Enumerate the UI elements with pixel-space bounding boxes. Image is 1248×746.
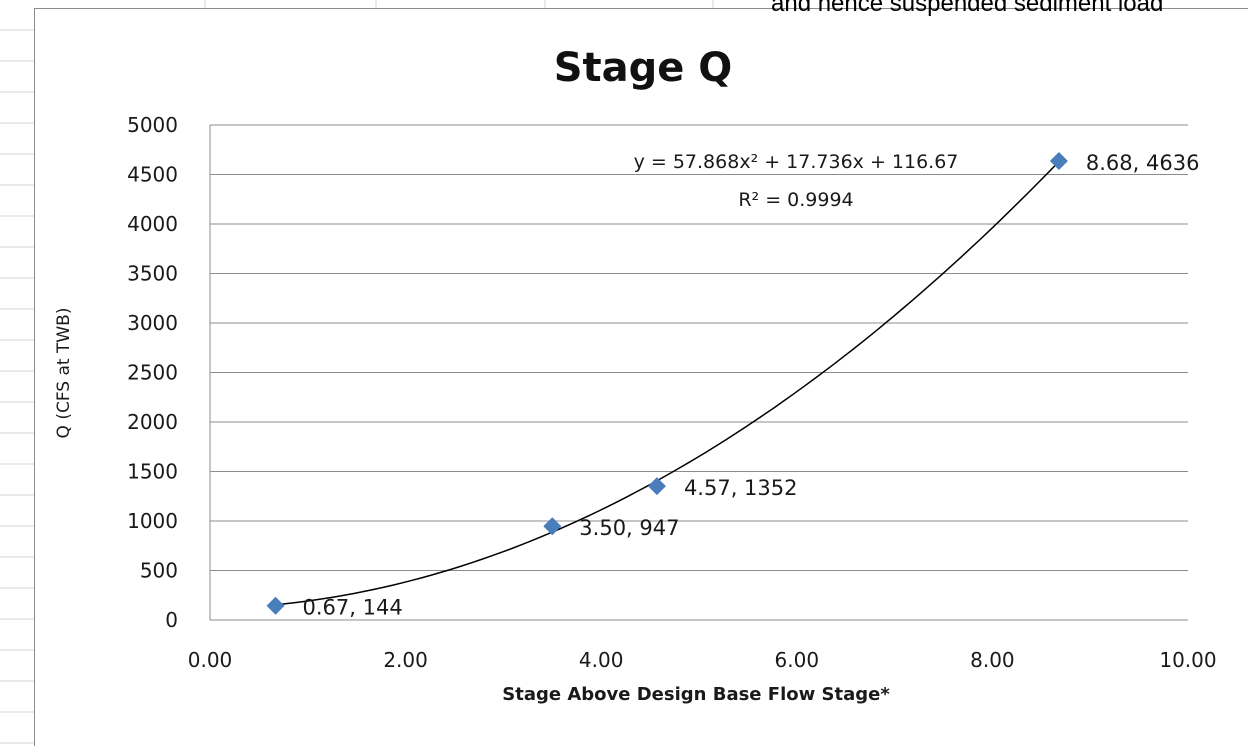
data-points [266,152,1068,615]
y-tick-label: 500 [140,559,178,583]
trendline-equation: y = 57.868x² + 17.736x + 116.67 [634,151,959,173]
x-tick-label: 8.00 [970,648,1015,672]
x-tick-label: 0.00 [188,648,233,672]
y-tick-label: 2500 [127,361,178,385]
sheet-overflow-text: and hence suspended sediment load [771,0,1164,17]
y-axis-label: Q (CFS at TWB) [54,308,74,439]
y-tick-label: 1000 [127,509,178,533]
gridlines [209,124,1188,621]
y-tick-label: 4500 [127,163,178,187]
x-tick-label: 4.00 [579,648,624,672]
y-tick-label: 1500 [127,460,178,484]
data-point-marker [647,477,666,496]
y-tick-label: 5000 [127,113,178,137]
x-tick-label: 6.00 [775,648,820,672]
chart-area[interactable] [34,8,1248,746]
y-tick-labels: 0 500 1000 1500 2000 2500 3000 3500 4000 4500 5000 [127,113,178,632]
y-tick-label: 2000 [127,410,178,434]
data-point-label: 3.50, 947 [579,516,679,540]
data-point-marker [543,517,562,536]
y-tick-label: 4000 [127,212,178,236]
trendline-r-squared: R² = 0.9994 [738,189,853,211]
x-tick-labels: 0.00 2.00 4.00 6.00 8.00 10.00 [188,648,1217,672]
y-tick-label: 0 [165,608,178,632]
x-axis-label: Stage Above Design Base Flow Stage* [502,684,890,705]
data-point-label: 8.68, 4636 [1086,151,1200,175]
trendline [275,161,1060,606]
y-tick-label: 3500 [127,262,178,286]
x-tick-label: 10.00 [1159,648,1216,672]
y-tick-label: 3000 [127,311,178,335]
data-point-marker [1049,152,1068,171]
data-point-marker [266,596,285,615]
chart-title: Stage Q [554,45,733,91]
data-point-label: 4.57, 1352 [684,476,798,500]
data-point-label: 0.67, 144 [303,596,403,620]
x-tick-label: 2.00 [383,648,428,672]
